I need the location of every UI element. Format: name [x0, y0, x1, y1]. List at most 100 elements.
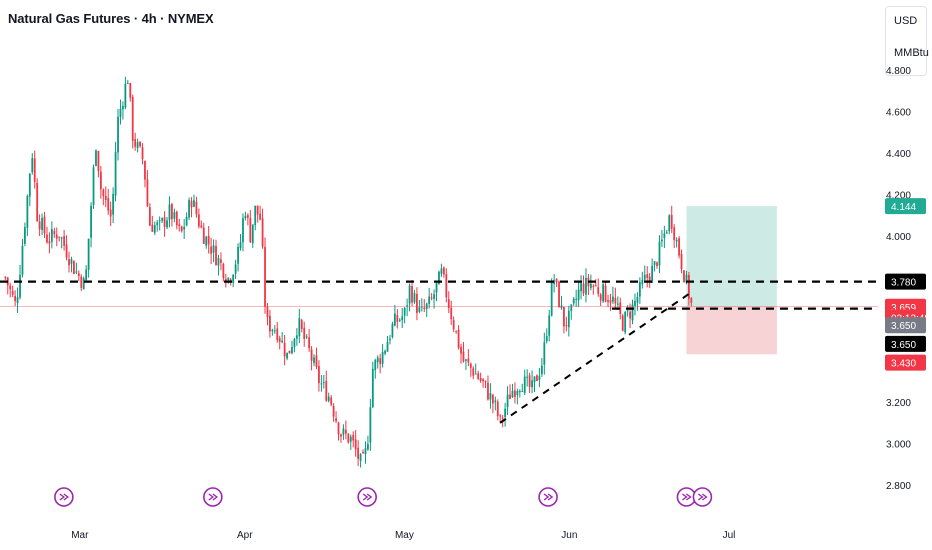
- candle-body: [357, 447, 360, 459]
- event-icon[interactable]: [692, 487, 713, 507]
- candle-body: [521, 390, 524, 392]
- candle-body: [487, 382, 489, 400]
- candle-body: [148, 207, 151, 226]
- candle-body: [129, 83, 132, 98]
- candle-body: [634, 301, 636, 306]
- event-icon[interactable]: [54, 487, 74, 507]
- y-tick-label: 2.800: [886, 481, 911, 492]
- event-markers[interactable]: [54, 487, 713, 507]
- candle-body: [278, 338, 281, 342]
- candle-body: [146, 179, 149, 206]
- event-icon[interactable]: [203, 487, 223, 507]
- candle-body: [239, 242, 242, 249]
- candle-body: [63, 236, 66, 246]
- candle-body: [597, 287, 600, 294]
- candle-body: [594, 285, 597, 287]
- x-tick-label: Apr: [237, 530, 253, 541]
- candle-body: [687, 275, 690, 299]
- candle-body: [680, 253, 683, 270]
- currency-unit-selector[interactable]: USD MMBtu: [885, 6, 929, 76]
- candle-body: [589, 283, 592, 288]
- candle-body: [469, 363, 472, 368]
- candle-body: [543, 342, 546, 365]
- price-tag-label: 3.650: [891, 321, 916, 332]
- candle-body: [352, 434, 355, 441]
- price-tag-bg: [885, 273, 926, 290]
- candle-body: [237, 247, 239, 264]
- candle-body: [479, 378, 482, 381]
- price-tag-label: 3.659: [891, 303, 916, 314]
- candle-body: [251, 224, 254, 244]
- event-icon[interactable]: [538, 487, 558, 507]
- candle-body: [536, 375, 538, 382]
- candle-body: [308, 337, 311, 349]
- candle-body: [374, 360, 377, 371]
- candle-body: [220, 259, 222, 263]
- candle-body: [327, 396, 330, 401]
- x-tick-label: Mar: [71, 530, 89, 541]
- candle-body: [175, 211, 178, 226]
- candle-body: [658, 241, 661, 266]
- candle-body: [631, 304, 634, 321]
- price-tag-bg: [885, 354, 926, 371]
- candle-body: [104, 195, 107, 201]
- candle-body: [514, 390, 516, 397]
- candle-body: [310, 349, 313, 361]
- candle-body: [193, 200, 195, 207]
- candle-body: [344, 429, 347, 434]
- candle-body: [166, 220, 168, 228]
- candle-body: [685, 274, 688, 283]
- candle-body: [359, 454, 362, 461]
- candle-body: [82, 278, 85, 290]
- candle-body: [438, 271, 440, 285]
- candle-body: [273, 330, 276, 332]
- candle-body: [416, 293, 418, 313]
- price-tag-line: 3.780: [885, 273, 926, 290]
- y-tick-label: 4.800: [886, 66, 911, 77]
- event-icon[interactable]: [357, 487, 377, 507]
- event-icon-glyph: [543, 493, 554, 501]
- candle-body: [68, 259, 70, 266]
- candle-body: [9, 285, 12, 290]
- candle-body: [114, 151, 117, 196]
- candle-body: [28, 173, 31, 197]
- event-icon[interactable]: [676, 487, 697, 507]
- candle-body: [533, 376, 536, 383]
- candle-body: [4, 277, 7, 279]
- candle-body: [663, 233, 666, 238]
- candle-body: [396, 315, 399, 322]
- candle-body: [531, 380, 533, 388]
- candle-body: [281, 340, 284, 343]
- candle-body: [283, 342, 286, 357]
- candle-body: [246, 215, 249, 218]
- candle-body: [80, 276, 83, 288]
- candle-body: [440, 268, 443, 274]
- candle-body: [173, 212, 176, 219]
- target-zone: [686, 206, 777, 307]
- y-tick-label: 3.200: [886, 398, 911, 409]
- candle-body: [126, 83, 129, 85]
- candle-body: [337, 422, 340, 435]
- candle-body: [665, 232, 668, 234]
- candle-body: [577, 289, 580, 300]
- candle-body: [33, 158, 36, 182]
- candle-body: [638, 282, 641, 297]
- candle-body: [555, 278, 558, 283]
- candle-body: [678, 238, 680, 256]
- price-tag-bg: [885, 317, 926, 334]
- candle-body: [136, 142, 139, 149]
- drawing-layer: [0, 280, 878, 424]
- candle-body: [168, 204, 171, 220]
- candle-body: [389, 338, 391, 341]
- candle-body: [134, 139, 137, 147]
- candle-body: [386, 342, 389, 352]
- candle-body: [614, 297, 617, 304]
- candle-body: [50, 229, 53, 242]
- candle-body: [445, 273, 448, 298]
- candle-body: [295, 335, 298, 339]
- candle-body: [161, 218, 164, 221]
- candle-body: [318, 366, 320, 384]
- candle-body: [291, 347, 293, 354]
- candle-body: [14, 296, 17, 302]
